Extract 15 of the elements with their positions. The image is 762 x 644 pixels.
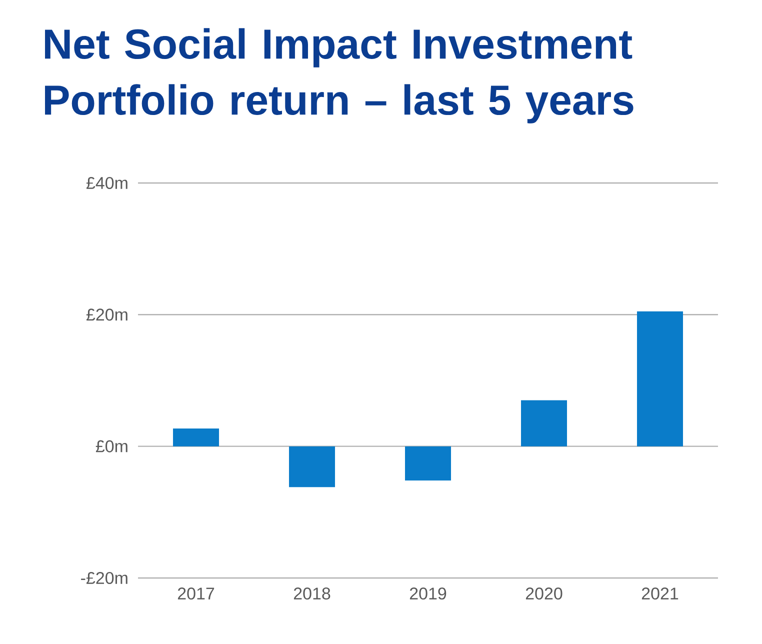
x-tick-label: 2019 — [410, 588, 446, 600]
chart-title: Net Social Impact Investment Portfolio return – last 5 years — [45, 28, 634, 124]
x-tick-label: 2018 — [294, 588, 330, 600]
y-tick-label: £40m — [86, 176, 128, 190]
x-tick-label: 2021 — [642, 588, 678, 600]
bar — [405, 446, 451, 481]
y-tick-label: £20m — [86, 308, 128, 321]
x-tick-label: 2017 — [178, 588, 214, 600]
x-tick-label: 2020 — [526, 588, 562, 600]
bar — [289, 446, 336, 488]
y-tick-label: £0m — [96, 440, 128, 452]
bar — [521, 400, 567, 446]
bar — [637, 311, 683, 446]
y-tick-label: -£20m — [81, 572, 128, 584]
bar — [173, 428, 220, 446]
